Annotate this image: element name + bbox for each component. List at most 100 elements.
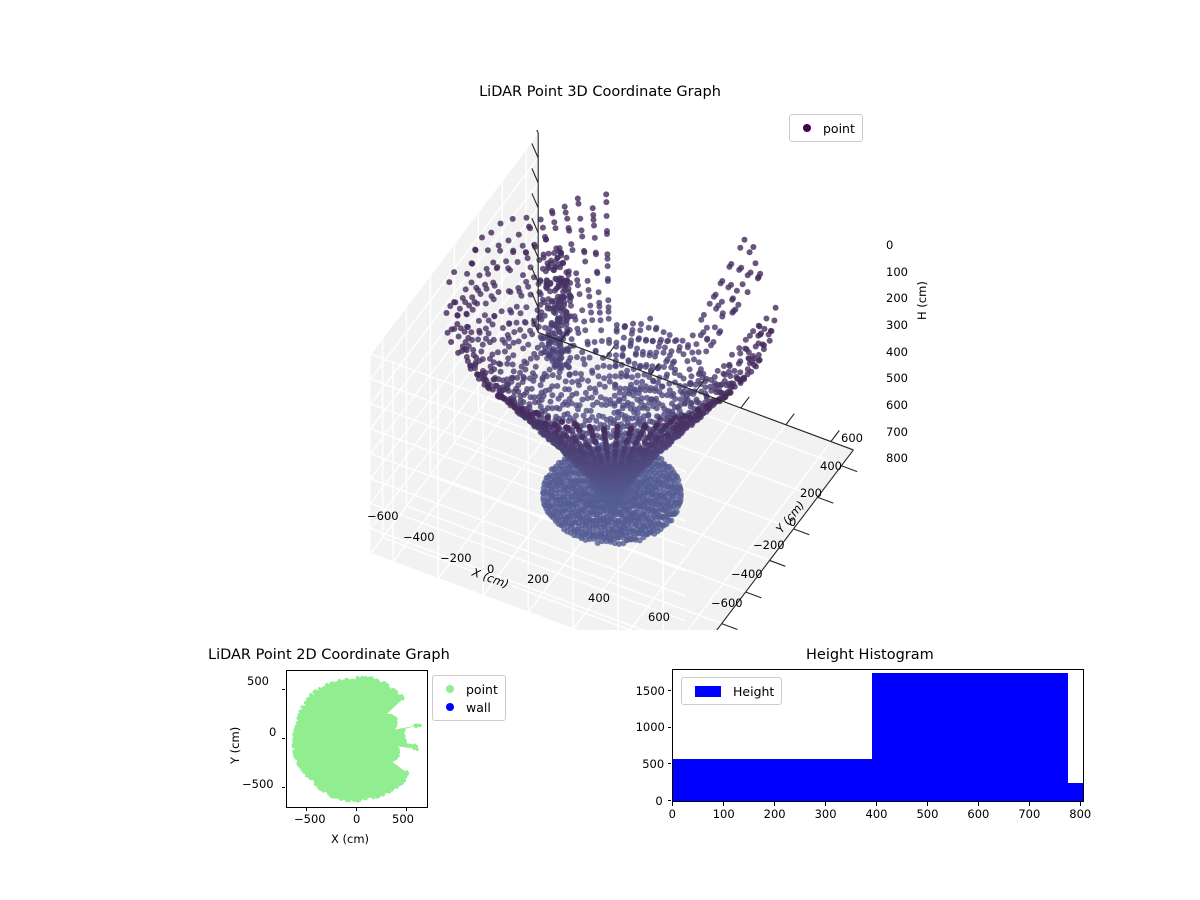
tick-hist-x-200: 200	[763, 807, 786, 821]
axes3d-gridline	[531, 193, 539, 209]
tick-x-200: 200	[527, 572, 549, 586]
tick-x--200: −200	[440, 551, 472, 565]
tick-mark-hist-x	[773, 802, 775, 806]
tick-2d-x--500: −500	[294, 812, 326, 826]
axes3d-gridline	[531, 267, 539, 283]
legend-label-height: Height	[733, 683, 775, 699]
axes3d-gridline	[830, 430, 840, 442]
tick-mark-hist-x	[977, 802, 979, 806]
tick-mark-hist-x	[672, 802, 673, 806]
legend-3d: point	[789, 114, 863, 142]
tick-2d-x-0: 0	[353, 812, 361, 826]
tick-2d-y-0: 0	[269, 725, 277, 739]
axes3d-gridline	[817, 496, 834, 504]
tick-mark-hist-x	[824, 802, 826, 806]
tick-hist-y-1000: 1000	[635, 720, 665, 735]
tick-mark-2d-y	[281, 786, 285, 788]
tick-hist-x-0: 0	[668, 807, 676, 821]
axes3d-gridline	[793, 528, 810, 536]
tick-mark-hist-y	[667, 690, 671, 692]
legend-hist: Height	[681, 677, 783, 705]
height-bar-swatch-icon	[695, 685, 721, 697]
tick-hist-x-500: 500	[916, 807, 939, 821]
tick-y--600: −600	[711, 596, 743, 610]
tick-h-100: 100	[886, 265, 908, 279]
axes3d-gridline	[370, 453, 687, 572]
axes3d-gridline	[370, 478, 687, 597]
tick-hist-y-1500: 1500	[635, 683, 665, 698]
tick-y-400: 400	[820, 459, 842, 473]
histogram-bar	[871, 672, 1068, 801]
axes3d-gridline	[721, 623, 738, 630]
axes3d-gridline	[531, 242, 539, 258]
tick-mark-hist-y	[667, 726, 671, 728]
axes3d-gridline	[769, 559, 786, 567]
tick-h-400: 400	[886, 345, 908, 359]
tick-mark-hist-x	[875, 802, 877, 806]
legend-item-wall-2d: wall	[440, 698, 498, 716]
axis-label-2d-y: Y (cm)	[228, 726, 242, 764]
axis-label-h: H (cm)	[915, 281, 929, 320]
tick-h-300: 300	[886, 318, 908, 332]
wall-marker-icon	[446, 703, 454, 711]
tick-hist-x-800: 800	[1069, 807, 1092, 821]
axes3d-gridline	[605, 346, 615, 358]
axes3d-gridline	[560, 329, 570, 342]
tick-h-700: 700	[886, 425, 908, 439]
axes3d-gridline	[841, 465, 858, 473]
tick-h-600: 600	[886, 398, 908, 412]
point-cloud-2d-region	[294, 678, 419, 800]
axes3d-gridline	[531, 143, 539, 159]
tick-mark-2d-y	[281, 689, 285, 691]
tick-x-0: 0	[487, 562, 495, 576]
tick-2d-y-500: 500	[247, 674, 269, 688]
point-cloud-2d-speckle	[291, 675, 422, 803]
axes3d-gridline	[370, 282, 539, 505]
legend-label-point: point	[823, 120, 855, 136]
axis-label-2d-x: X (cm)	[331, 832, 370, 846]
tick-x-600: 600	[648, 610, 670, 624]
tick-hist-x-100: 100	[712, 807, 735, 821]
axes3d-gridline	[531, 168, 539, 184]
tick-hist-x-300: 300	[814, 807, 837, 821]
lidar-3d-scatter-plot[interactable]	[330, 130, 950, 630]
axes3d-gridline	[740, 396, 750, 409]
tick-2d-y--500: −500	[242, 777, 274, 791]
legend-item-height: Height	[689, 682, 774, 700]
histogram-bar	[1067, 783, 1083, 801]
tick-hist-x-400: 400	[865, 807, 888, 821]
tick-y-0: 0	[789, 515, 797, 529]
tick-mark-2d-y	[281, 738, 285, 739]
legend-label-wall-2d: wall	[466, 699, 491, 715]
point-cloud	[443, 191, 779, 547]
legend-label-point-2d: point	[466, 681, 498, 697]
tick-h-0: 0	[886, 238, 894, 252]
point-marker-icon	[803, 124, 811, 132]
axes3d-gridline	[785, 413, 795, 426]
tick-h-800: 800	[886, 451, 908, 465]
tick-mark-2d-x	[306, 807, 307, 811]
axes3d-gridline	[370, 207, 539, 430]
tick-mark-hist-x	[1028, 802, 1030, 806]
tick-y--400: −400	[731, 567, 763, 581]
tick-mark-hist-y	[667, 800, 671, 801]
tick-mark-hist-y	[667, 763, 671, 765]
tick-hist-y-500: 500	[642, 756, 665, 771]
axes3d-gridline	[531, 292, 539, 308]
lidar-3d-canvas	[370, 130, 858, 630]
tick-y-200: 200	[800, 486, 822, 500]
axes3d-gridline	[531, 218, 539, 233]
tick-mark-hist-x	[926, 802, 928, 806]
tick-mark-hist-x	[722, 802, 724, 806]
lidar-2d-scatter-plot[interactable]	[286, 670, 428, 808]
axes3d-gridline	[536, 130, 539, 134]
axes3d-gridline	[370, 132, 539, 355]
tick-h-200: 200	[886, 291, 908, 305]
tick-x-400: 400	[588, 591, 610, 605]
axes3d-gridline	[531, 317, 539, 333]
legend-item-point: point	[797, 119, 855, 137]
tick-mark-hist-x	[1079, 802, 1081, 806]
axes3d-gridline	[629, 424, 787, 630]
axes3d-gridline	[745, 591, 762, 599]
tick-mark-2d-x	[406, 807, 407, 811]
